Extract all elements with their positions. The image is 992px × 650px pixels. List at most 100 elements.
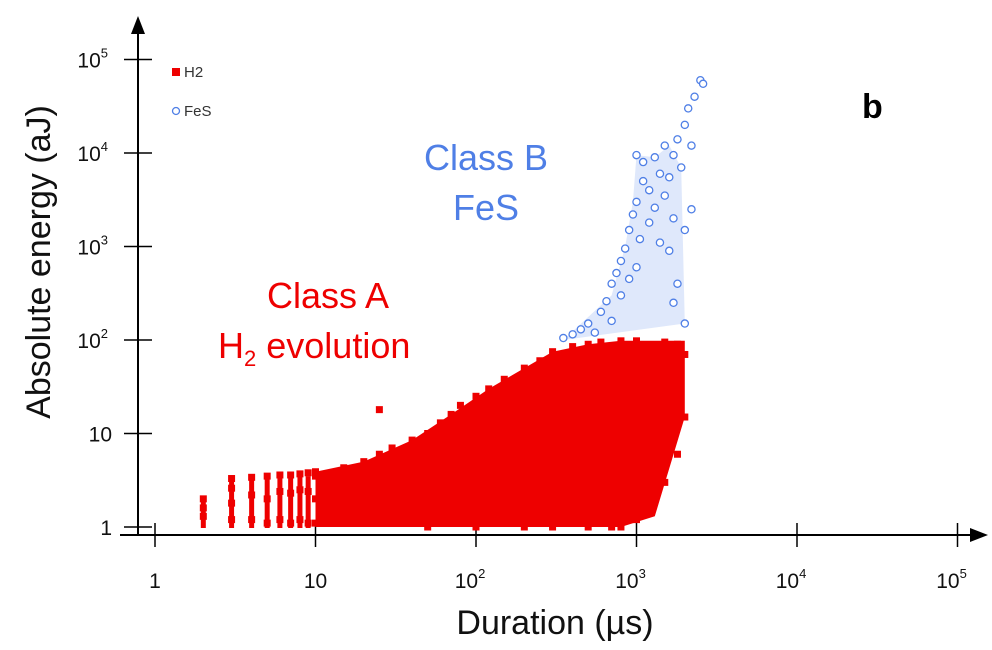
fes-point [628,210,638,219]
h2-point [500,519,508,527]
annotation-class-b-line1: Class B [424,137,548,178]
h2-point [360,512,368,520]
h2-stripe [200,496,206,528]
h2-point [248,473,256,481]
fes-point [635,234,645,244]
annotation-class-a-rest: evolution [256,325,410,366]
x-tick-label: 104 [776,566,807,593]
h2-point [375,450,383,458]
h2-point [324,516,332,524]
h2-series [199,337,689,531]
x-tick-label: 1 [149,570,161,593]
x-axis-ticks: 1 10 102 103 104 105 [149,523,967,593]
fes-point [655,238,665,247]
h2-point [633,379,640,387]
h2-point [436,419,444,427]
fes-point [583,319,593,328]
h2-stripe [288,476,294,528]
h2-point [388,516,396,524]
h2-point [324,473,332,481]
legend-h2-label: H2 [184,64,203,81]
h2-point [199,504,207,512]
h2-point [485,385,493,393]
fes-point [644,218,654,227]
h2-point [360,478,368,486]
fes-point [669,298,678,308]
fes-point [669,214,678,223]
fes-density-area [563,145,685,340]
h2-density-area [315,340,685,527]
h2-point [472,392,480,400]
h2-point [584,340,592,348]
fes-point [680,225,690,235]
h2-point [472,422,480,430]
h2-point [681,413,689,421]
x-tick-label: 102 [455,566,486,593]
h2-point [263,519,271,527]
h2-point [661,338,669,346]
h2-point [263,472,271,480]
h2-point [500,375,508,383]
h2-point [520,439,528,447]
fes-point [687,141,696,150]
y-tick-label: 104 [77,139,108,166]
fes-point [683,104,693,113]
legend-fes-label: FeS [184,103,212,120]
h2-point [340,484,348,492]
fes-point [568,330,577,339]
h2-stripe [305,476,311,528]
fes-point [612,268,621,278]
h2-point [447,410,455,418]
h2-point [296,486,304,494]
h2-point [248,491,256,499]
h2-point [584,523,592,531]
fes-point [638,176,648,186]
fes-point [650,153,660,162]
h2-point [633,516,640,524]
h2-point [287,489,295,497]
fes-point [644,185,654,195]
h2-point [248,516,256,524]
fes-point [602,296,611,306]
h2-point [500,401,508,409]
fes-point [660,191,670,200]
annotation-class-a-sub: 2 [244,346,256,371]
h2-point [388,469,396,477]
fes-point [676,163,686,172]
h2-point [549,430,557,437]
fes-point [665,246,674,256]
h2-point [375,406,383,414]
h2-point [408,436,416,444]
fes-point [576,325,586,334]
h2-stripe [297,476,303,528]
h2-point [645,495,653,503]
h2-point [408,458,416,466]
h2-point [287,471,295,479]
h2-point [424,430,432,437]
h2-point [228,484,236,492]
h2-point [456,401,464,409]
legend: H2 FeS [171,64,212,120]
h2-point [340,519,348,527]
h2-point [424,523,432,531]
h2-point [608,350,616,358]
x-tick-label: 103 [615,566,646,593]
y-tick-label: 1 [100,517,112,540]
h2-point [584,413,592,421]
h2-point [569,343,577,351]
h2-point [549,348,557,356]
h2-point [312,495,319,503]
h2-point [447,434,455,442]
x-tick-label: 105 [936,566,967,593]
h2-point [408,519,416,527]
fes-point [638,157,648,167]
h2-point [661,478,669,486]
h2-point [536,519,544,527]
h2-stripe [277,476,283,528]
x-axis-title: Duration (µs) [456,604,653,642]
h2-point [472,523,480,531]
h2-point [436,516,444,524]
y-tick-label: 102 [77,326,108,353]
h2-point [500,450,508,458]
axes [120,16,988,542]
